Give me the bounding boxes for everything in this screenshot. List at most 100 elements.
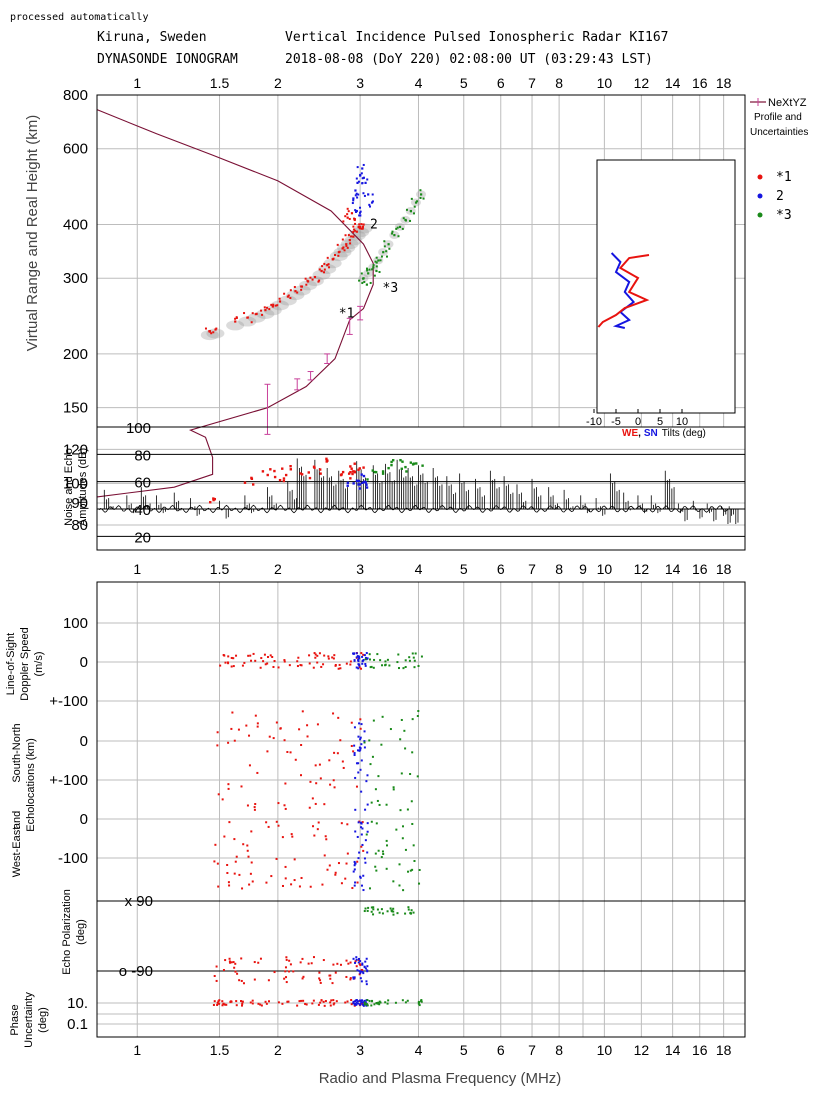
echo-point-blue bbox=[371, 200, 374, 203]
echo-scatter-blue bbox=[355, 762, 358, 765]
echo-scatter-blue bbox=[360, 999, 363, 1002]
echo-point-blue bbox=[359, 173, 362, 176]
echo-scatter-green bbox=[370, 1004, 373, 1007]
profile-curve bbox=[96, 109, 374, 498]
echo-point-blue bbox=[358, 211, 361, 214]
iono-ytick-label: 100 bbox=[63, 475, 88, 492]
echo-scatter-red bbox=[250, 830, 253, 833]
iono-ytick-label: 150 bbox=[63, 400, 88, 417]
iono-ytick-label: 120 bbox=[63, 441, 88, 458]
tilts-comma: , bbox=[638, 428, 641, 439]
echo-scatter-red bbox=[289, 963, 292, 966]
echo-scatter-green bbox=[379, 659, 382, 662]
echo-scatter-red bbox=[329, 783, 332, 786]
bottom-xtick-label: 10 bbox=[597, 1042, 613, 1058]
amp-point-red bbox=[289, 468, 293, 471]
echo-scatter-green bbox=[411, 718, 414, 721]
echo-point-red bbox=[332, 257, 335, 260]
echo-scatter-red bbox=[246, 804, 249, 807]
we-and-label: and bbox=[11, 811, 23, 829]
echo-scatter-red bbox=[334, 871, 337, 874]
echo-scatter-green bbox=[366, 999, 369, 1002]
trace-label: 2 bbox=[370, 217, 378, 232]
echo-scatter-green bbox=[409, 911, 412, 914]
echo-scatter-red bbox=[266, 750, 269, 753]
echo-scatter-red bbox=[349, 978, 352, 981]
echo-point-red bbox=[342, 220, 345, 223]
echo-scatter-blue bbox=[353, 659, 356, 662]
echo-point-red bbox=[341, 238, 344, 241]
legend-trace-label: *3 bbox=[776, 208, 792, 223]
echo-point-green bbox=[365, 267, 368, 270]
mid-xtick-label: 3 bbox=[356, 561, 364, 577]
amp-point-blue bbox=[365, 483, 368, 486]
echo-point-red bbox=[352, 225, 355, 228]
echo-scatter-blue bbox=[359, 738, 362, 741]
echo-scatter-red bbox=[248, 883, 251, 886]
echo-scatter-red bbox=[294, 758, 297, 761]
echo-point-red bbox=[261, 313, 264, 316]
echo-scatter-red bbox=[349, 660, 352, 663]
echo-point-blue bbox=[356, 181, 359, 184]
doppler-label-3: (m/s) bbox=[33, 651, 45, 676]
echo-density-blob bbox=[337, 243, 356, 254]
echo-density-blob bbox=[298, 280, 317, 291]
echo-scatter-green bbox=[396, 661, 399, 664]
station-name: Kiruna, Sweden bbox=[97, 30, 207, 45]
echo-scatter-red bbox=[217, 885, 220, 888]
echo-point-red bbox=[268, 308, 271, 311]
amp-point-green bbox=[415, 462, 418, 465]
amp-point-red bbox=[284, 473, 288, 477]
echo-point-red bbox=[270, 303, 273, 306]
echo-scatter-green bbox=[416, 775, 419, 778]
echo-scatter-red bbox=[285, 956, 288, 959]
echo-scatter-blue bbox=[362, 874, 365, 877]
echo-point-red bbox=[317, 280, 320, 283]
echo-scatter-red bbox=[358, 666, 361, 669]
echo-scatter-blue bbox=[360, 833, 363, 836]
echo-scatter-red bbox=[285, 976, 288, 979]
echo-scatter-red bbox=[334, 664, 337, 667]
echo-scatter-red bbox=[250, 659, 253, 662]
low-ytick-label: +-100 bbox=[49, 772, 88, 789]
echo-point-red bbox=[347, 210, 350, 213]
echo-point-blue bbox=[361, 182, 364, 185]
echo-scatter-blue bbox=[364, 808, 367, 811]
echo-scatter-green bbox=[417, 1000, 420, 1003]
echo-scatter-red bbox=[268, 735, 271, 738]
echo-scatter-red bbox=[315, 782, 318, 785]
echo-scatter-green bbox=[371, 755, 374, 758]
bottom-xtick-label: 7 bbox=[528, 1042, 536, 1058]
echo-scatter-red bbox=[242, 982, 245, 985]
echo-scatter-green bbox=[418, 1004, 421, 1007]
echo-scatter-red bbox=[344, 1001, 347, 1004]
echo-point-blue bbox=[370, 201, 374, 204]
echo-scatter-red bbox=[359, 727, 362, 730]
echo-scatter-red bbox=[217, 793, 220, 796]
echo-scatter-green bbox=[368, 739, 371, 742]
tilts-label: WE, SN Tilts (deg) bbox=[622, 428, 706, 439]
echo-scatter-red bbox=[235, 855, 238, 858]
echo-scatter-red bbox=[337, 716, 340, 719]
echo-scatter-blue bbox=[365, 652, 368, 655]
echo-scatter-red bbox=[333, 751, 336, 754]
mid-xtick-label: 9 bbox=[579, 561, 587, 577]
echo-point-red bbox=[278, 300, 282, 303]
echo-scatter-green bbox=[381, 715, 384, 718]
echo-point-green bbox=[378, 271, 381, 274]
echo-scatter-blue bbox=[354, 999, 357, 1002]
echo-scatter-green bbox=[398, 863, 401, 866]
echo-scatter-red bbox=[234, 962, 237, 965]
echolocation-frame bbox=[96, 581, 746, 1038]
echo-scatter-red bbox=[301, 957, 304, 960]
echo-scatter-green bbox=[386, 1002, 389, 1005]
amp-point-red bbox=[349, 470, 352, 474]
echo-point-blue bbox=[359, 210, 362, 213]
echo-scatter-red bbox=[332, 999, 335, 1002]
echo-scatter-blue bbox=[352, 870, 355, 873]
doppler-label-1: Line-of-Sight bbox=[5, 633, 17, 695]
echo-scatter-blue bbox=[364, 967, 367, 970]
echo-scatter-red bbox=[272, 737, 275, 740]
echo-point-red bbox=[264, 309, 267, 312]
echo-scatter-green bbox=[416, 715, 419, 718]
